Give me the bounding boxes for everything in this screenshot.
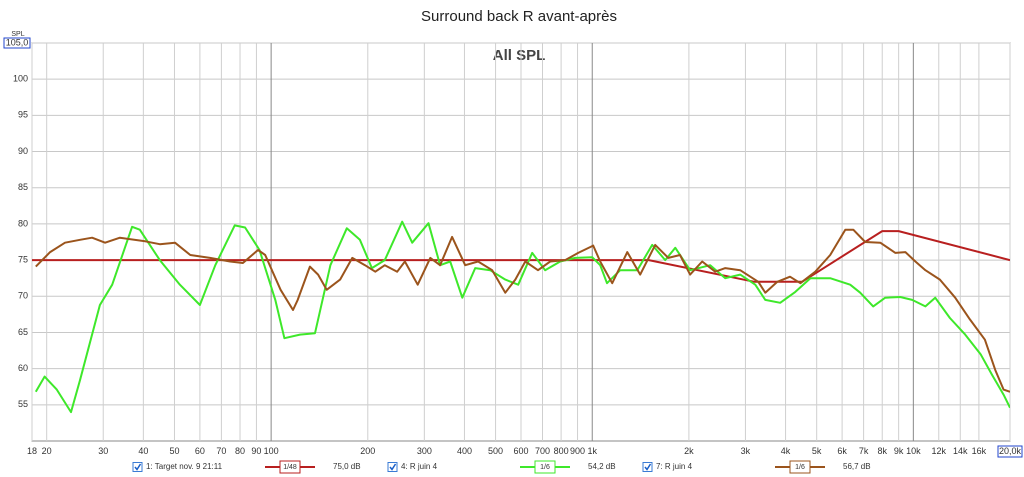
x-tick-label: 100 [264, 446, 279, 456]
x-tick-label: 8k [877, 446, 887, 456]
y-tick-label: 95 [18, 110, 28, 120]
legend: 1: Target nov. 9 21:11 1/48 75,0 dB 4: R ju… [132, 460, 871, 474]
x-tick-label: 6k [837, 446, 847, 456]
legend-level: 75,0 dB [333, 462, 361, 471]
x-tick-label: 90 [251, 446, 261, 456]
x-tick-label: 14k [953, 446, 968, 456]
legend-label: 4: R juin 4 [401, 462, 438, 471]
y-tick-label: 55 [18, 399, 28, 409]
x-tick-label: 400 [457, 446, 472, 456]
x-tick-label: 200 [360, 446, 375, 456]
x-tick-label: 10k [906, 446, 921, 456]
x-tick-label: 20 [42, 446, 52, 456]
y-tick-label: 100 [13, 74, 28, 84]
legend-smoothing-box [534, 460, 556, 474]
y-tick-label: 105,0 [6, 37, 29, 47]
legend-checkbox [642, 462, 653, 472]
legend-smoothing-box [279, 460, 301, 474]
legend-checkbox [387, 462, 398, 472]
tick-box [3, 37, 31, 49]
x-tick-label: 600 [513, 446, 528, 456]
legend-label: 7: R juin 4 [656, 462, 693, 471]
x-tick-label: 12k [932, 446, 947, 456]
x-tick-label: 50 [169, 446, 179, 456]
chart-title: Surround back R avant-après [421, 8, 617, 25]
legend-smoothing: 1/6 [795, 464, 805, 471]
grid: 55 60 65 70 75 80 85 90 95 100 105,0 18 20 30 40 50 60 70… [3, 37, 1023, 458]
x-tick-label: 2k [684, 446, 694, 456]
y-tick-label: 60 [18, 363, 28, 373]
x-tick-label: 18 [27, 446, 37, 456]
x-tick-label: 3k [741, 446, 751, 456]
x-tick-label: 80 [235, 446, 245, 456]
legend-check [134, 463, 142, 471]
legend-check [644, 463, 652, 471]
y-tick-label: 75 [18, 254, 28, 264]
y-tick-label: 90 [18, 146, 28, 156]
x-tick-label: 800 [554, 446, 569, 456]
y-tick-label: 70 [18, 291, 28, 301]
legend-level: 54,2 dB [588, 462, 616, 471]
legend-smoothing: 1/6 [540, 464, 550, 471]
x-tick-label: 7k [859, 446, 869, 456]
y-tick-label: 80 [18, 218, 28, 228]
x-tick-label: 20,0k [999, 446, 1022, 456]
x-tick-label: 16k [972, 446, 987, 456]
x-tick-label: 700 [535, 446, 550, 456]
legend-check [389, 463, 397, 471]
legend-smoothing: 1/48 [283, 464, 297, 471]
x-tick-label: 60 [195, 446, 205, 456]
x-tick-label: 900 [570, 446, 585, 456]
x-tick-label: 4k [781, 446, 791, 456]
legend-label: 1: Target nov. 9 21:11 [146, 462, 223, 471]
x-tick-label: 9k [894, 446, 904, 456]
chart-subtitle: All SPL [493, 47, 546, 64]
x-tick-label: 500 [488, 446, 503, 456]
y-tick-label: 65 [18, 327, 28, 337]
x-tick-label: 1k [587, 446, 597, 456]
x-tick-label: 30 [98, 446, 108, 456]
series-line [34, 220, 1010, 414]
legend-smoothing-box [789, 460, 811, 474]
x-tick-label: 5k [812, 446, 822, 456]
tick-box [997, 445, 1023, 458]
legend-level: 56,7 dB [843, 462, 871, 471]
x-tick-label: 40 [138, 446, 148, 456]
x-tick-label: 70 [216, 446, 226, 456]
x-tick-label: 300 [417, 446, 432, 456]
y-tick-label: 85 [18, 182, 28, 192]
y-axis-label: SPL [11, 31, 24, 38]
plot-lines [32, 220, 1010, 414]
series-line [35, 228, 1010, 393]
legend-checkbox [132, 462, 143, 472]
